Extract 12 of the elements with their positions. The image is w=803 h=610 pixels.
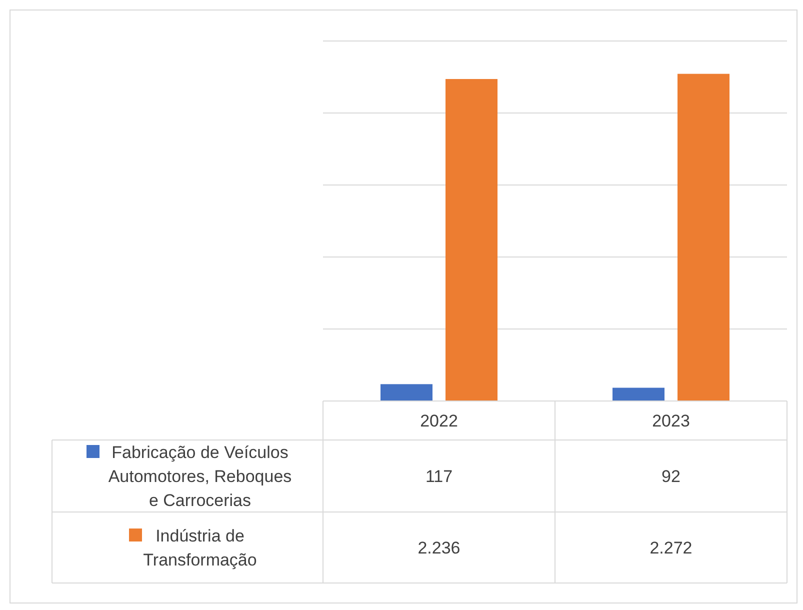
x-tick-label: 2022 — [420, 411, 458, 430]
data-label: 117 — [425, 466, 453, 486]
data-label: 92 — [662, 466, 680, 486]
bar — [612, 388, 664, 401]
bar — [380, 384, 432, 401]
data-label: 2.272 — [650, 538, 692, 558]
bar — [678, 74, 730, 401]
x-tick-label: 2023 — [652, 411, 690, 430]
data-label: 2.236 — [418, 538, 460, 558]
legend-label: Fabricação de Veículos Automotores, Reboques e Carrocerias — [108, 442, 292, 510]
legend-label: Indústria de Transformação — [143, 526, 257, 570]
bar — [446, 79, 498, 401]
